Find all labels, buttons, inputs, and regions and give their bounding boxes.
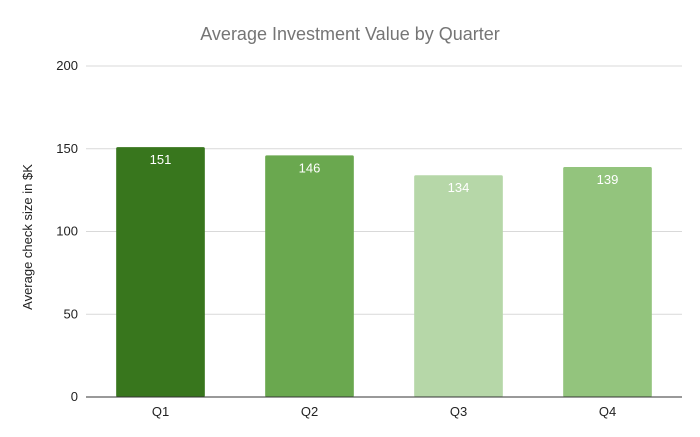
x-tick-label: Q1 [152, 404, 169, 419]
bars [116, 147, 652, 397]
bar-q3 [414, 175, 503, 397]
chart-title: Average Investment Value by Quarter [200, 24, 500, 44]
bar-q4 [563, 166, 652, 397]
y-tick-label: 100 [56, 224, 78, 239]
y-tick-label: 50 [64, 306, 78, 321]
x-tick-label: Q3 [450, 404, 467, 419]
y-tick-label: 0 [71, 389, 78, 404]
x-tick-label: Q2 [301, 404, 318, 419]
y-tick-label: 200 [56, 58, 78, 73]
data-label: 146 [299, 160, 321, 175]
bar-q1 [116, 147, 205, 397]
bar-q2 [265, 155, 354, 397]
x-axis-ticks: Q1 Q2 Q3 Q4 [152, 404, 616, 419]
x-tick-label: Q4 [599, 404, 616, 419]
data-label: 139 [597, 172, 619, 187]
y-axis-label: Average check size in $K [20, 164, 35, 310]
data-label: 151 [150, 152, 172, 167]
y-tick-label: 150 [56, 141, 78, 156]
data-labels: 151 146 134 139 [150, 152, 619, 195]
data-label: 134 [448, 180, 470, 195]
y-axis-ticks: 0 50 100 150 200 [56, 58, 78, 404]
